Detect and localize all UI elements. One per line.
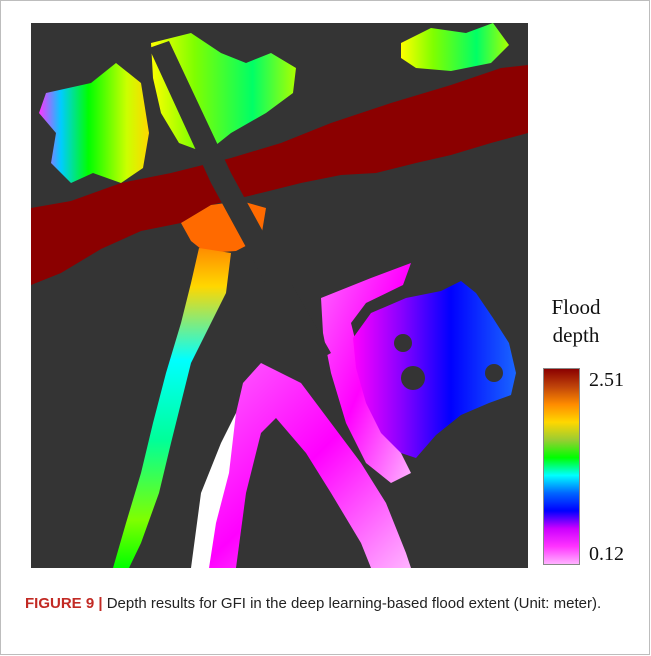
figure-caption: FIGURE 9 | Depth results for GFI in the …	[25, 591, 635, 617]
legend-max-label: 2.51	[589, 369, 624, 391]
legend-title: Flood depth	[541, 293, 611, 349]
legend-colorbar	[543, 368, 580, 565]
flood-depth-map	[31, 23, 528, 568]
legend-title-line2: depth	[552, 323, 600, 347]
legend-min-label: 0.12	[589, 543, 624, 565]
figure-label: FIGURE 9 |	[25, 595, 103, 612]
caption-text: Depth results for GFI in the deep learni…	[102, 595, 602, 612]
legend-title-line1: Flood	[551, 295, 601, 319]
flood-depth-map-graphic	[31, 23, 528, 568]
